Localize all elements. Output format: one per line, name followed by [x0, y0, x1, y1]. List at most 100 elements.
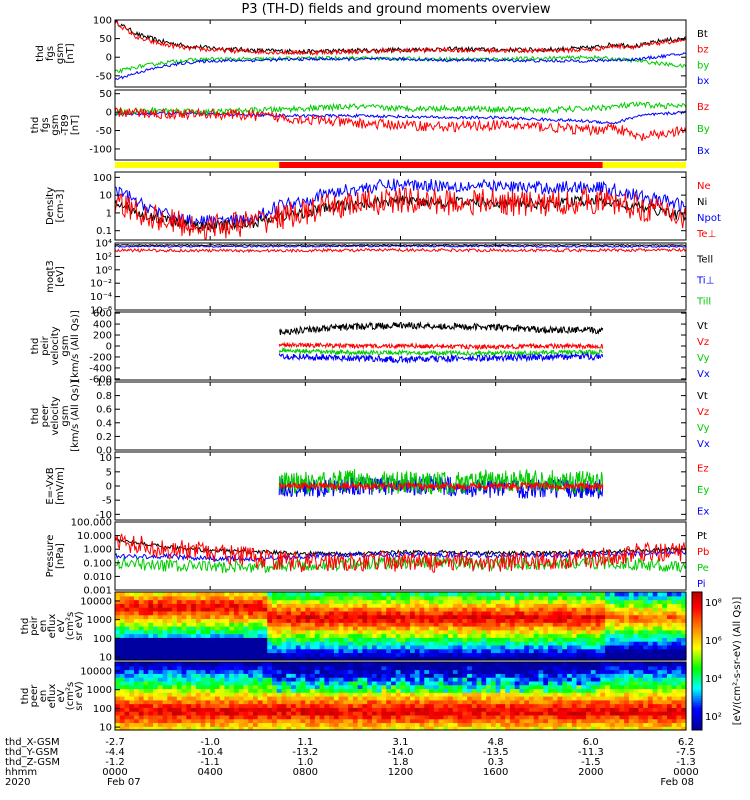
spectrogram-cell: [495, 592, 502, 597]
spectrogram-cell: [571, 665, 578, 671]
spectrogram-cell: [486, 644, 492, 650]
spectrogram-cell: [557, 669, 563, 674]
spectrogram-cell: [519, 718, 525, 724]
spectrogram-cell: [643, 626, 649, 631]
spectrogram-cell: [162, 699, 168, 705]
spectrogram-cell: [543, 618, 549, 623]
spectrogram-cell: [172, 610, 178, 616]
spectrogram-cell: [371, 696, 378, 701]
colorbar-cell: [692, 598, 702, 602]
spectrogram-cell: [238, 648, 245, 654]
spectrogram-cell: [219, 726, 226, 731]
spectrogram-cell: [371, 652, 378, 657]
spectrogram-cell: [424, 599, 430, 604]
spectrogram-cell: [590, 614, 597, 620]
spectrogram-cell: [333, 603, 340, 608]
spectrogram-cell: [319, 722, 325, 727]
spectrogram-cell: [429, 637, 435, 642]
spectrogram-cell: [657, 722, 663, 727]
spectrogram-cell: [262, 662, 268, 667]
spectrogram-cell: [452, 711, 459, 716]
spectrogram-cell: [666, 648, 673, 654]
spectrogram-cell: [314, 626, 321, 631]
spectrogram-cell: [357, 688, 364, 693]
spectrogram-cell: [567, 599, 573, 604]
spectrogram-cell: [200, 726, 207, 731]
spectrogram-cell: [643, 692, 649, 697]
spectrogram-cell: [410, 696, 416, 701]
spectrogram-cell: [248, 703, 254, 708]
spectrogram-cell: [567, 592, 573, 597]
spectrogram-cell: [429, 707, 435, 712]
status-bar: [115, 162, 686, 168]
spectrogram-cell: [153, 626, 159, 631]
legend-Vx: Vx: [697, 369, 710, 380]
spectrogram-cell: [476, 629, 482, 635]
spectrogram-cell: [362, 644, 368, 650]
y-tick-label: -5: [102, 496, 112, 507]
spectrogram-cell: [457, 707, 463, 712]
spectrogram-cell: [467, 688, 473, 693]
spectrogram-cell: [272, 714, 278, 720]
spectrogram-cell: [576, 652, 582, 657]
spectrogram-cell: [153, 644, 159, 650]
spectrogram-cell: [252, 599, 259, 604]
spectrogram-cell: [200, 595, 207, 601]
spectrogram-cell: [495, 595, 502, 601]
spectrogram-cell: [624, 688, 630, 693]
colorbar-cell: [692, 702, 702, 706]
spectrogram-cell: [305, 669, 311, 674]
spectrogram-cell: [134, 665, 140, 671]
spectrogram-cell: [191, 699, 197, 705]
spectrogram-cell: [414, 618, 421, 623]
spectrogram-cell: [305, 603, 311, 608]
spectrogram-cell: [405, 614, 411, 620]
spectrogram-cell: [124, 599, 130, 604]
spectrogram-cell: [452, 718, 459, 724]
spectrogram-cell: [533, 692, 540, 697]
spectrogram-cell: [257, 592, 264, 597]
spectrogram-cell: [324, 595, 330, 601]
spectrogram-cell: [643, 607, 649, 612]
spectrogram-cell: [652, 673, 659, 678]
spectrogram-cell: [671, 714, 678, 720]
spectrogram-cell: [172, 688, 178, 693]
spectrogram-cell: [405, 622, 411, 627]
spectrogram-cell: [581, 726, 587, 731]
spectrogram-cell: [662, 692, 668, 697]
spectrogram-cell: [567, 684, 573, 690]
spectrogram-cell: [333, 599, 340, 604]
spectrogram-cell: [638, 603, 644, 608]
spectrogram-cell: [519, 726, 525, 731]
spectrogram-cell: [281, 684, 287, 690]
spectrogram-cell: [495, 641, 502, 646]
spectrogram-cell: [590, 699, 597, 705]
spectrogram-cell: [600, 688, 606, 693]
spectrogram-cell: [119, 673, 126, 678]
spectrogram-cell: [681, 714, 687, 720]
spectrogram-cell: [533, 641, 540, 646]
spectrogram-cell: [362, 680, 368, 686]
spectrogram-cell: [543, 641, 549, 646]
x-row-value: -2.7: [105, 737, 125, 748]
spectrogram-cell: [157, 592, 164, 597]
y-tick-label: -100: [89, 144, 112, 155]
spectrogram-cell: [600, 599, 606, 604]
spectrogram-cell: [467, 718, 473, 724]
spectrogram-cell: [115, 703, 121, 708]
spectrogram-cell: [448, 633, 454, 638]
spectrogram-cell: [300, 680, 306, 686]
spectrogram-cell: [381, 603, 387, 608]
spectrogram-cell: [624, 618, 630, 623]
spectrogram-cell: [609, 599, 616, 604]
spectrogram-cell: [257, 595, 264, 601]
spectrogram-cell: [319, 718, 325, 724]
spectrogram-cell: [605, 648, 611, 654]
spectrogram-cell: [343, 726, 349, 731]
spectrogram-cell: [195, 696, 202, 701]
spectrogram-cell: [429, 599, 435, 604]
spectrogram-cell: [338, 665, 344, 671]
spectrogram-cell: [134, 714, 140, 720]
spectrogram-cell: [119, 714, 126, 720]
spectrogram-cell: [352, 641, 359, 646]
